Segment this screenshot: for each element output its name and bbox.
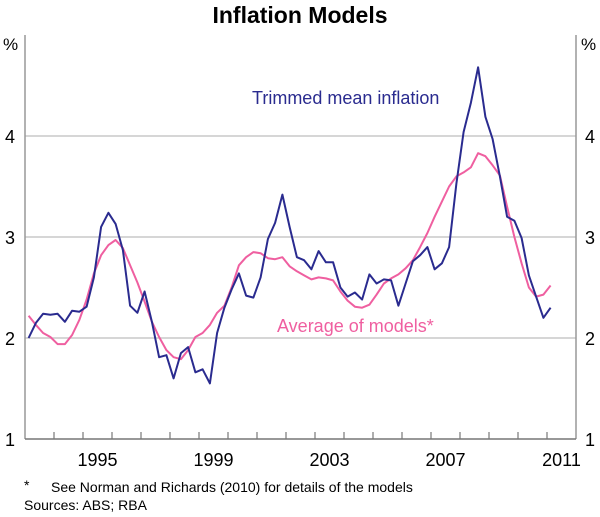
y-tick-label-right: 3 [585, 228, 595, 248]
footnote: See Norman and Richards (2010) for detai… [51, 479, 413, 495]
y-tick-label-right: 2 [585, 329, 595, 349]
x-tick-label: 2003 [309, 450, 349, 470]
chart-title: Inflation Models [212, 2, 387, 28]
x-tick-label: 2011 [542, 450, 581, 470]
y-tick-label-right: 1 [585, 430, 595, 450]
y-tick-label-left: 3 [5, 228, 15, 248]
y-axis-unit-left: % [3, 35, 18, 54]
y-tick-label-left: 2 [5, 329, 15, 349]
y-axis-unit-right: % [581, 35, 596, 54]
x-tick-label: 2007 [425, 450, 465, 470]
series-label-trimmed-mean: Trimmed mean inflation [252, 88, 439, 108]
x-tick-label: 1999 [193, 450, 233, 470]
y-tick-label-right: 4 [585, 127, 595, 147]
y-tick-label-left: 1 [5, 430, 15, 450]
y-tick-label-left: 4 [5, 127, 15, 147]
footnote-marker: * [24, 477, 30, 493]
series-line-trimmed-mean [27, 66, 552, 385]
series-label-average-of-models: Average of models* [277, 316, 434, 336]
series-line-average-of-models [27, 152, 552, 361]
x-tick-label: 1995 [77, 450, 117, 470]
sources: Sources: ABS; RBA [24, 497, 148, 513]
